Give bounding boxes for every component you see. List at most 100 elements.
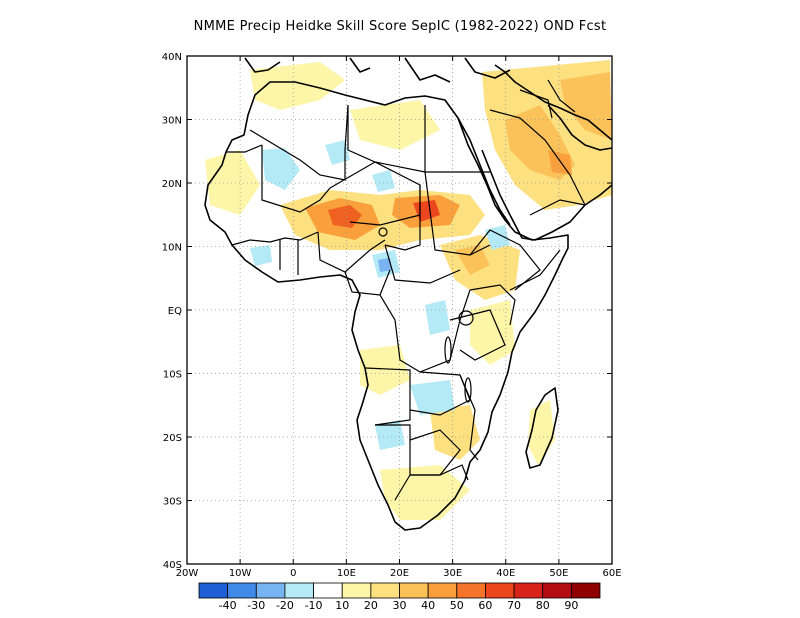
shade-sahara-neg	[262, 148, 300, 190]
colorbar-label: -30	[247, 599, 265, 612]
lat-tick-label: 40S	[163, 560, 182, 571]
colorbar-swatch	[284, 582, 314, 599]
lon-tick-label: 10E	[337, 568, 356, 579]
colorbar-swatch	[456, 582, 486, 599]
colorbar-label: 80	[536, 599, 550, 612]
madagascar-coastline	[525, 387, 559, 469]
border-namibia	[375, 424, 411, 501]
border-iran	[547, 79, 576, 113]
colorbar-label: 20	[364, 599, 378, 612]
lat-tick-label: 20S	[163, 433, 182, 444]
border-kenya	[469, 284, 516, 326]
colorbar-label: -20	[276, 599, 294, 612]
border-ghana	[279, 240, 299, 275]
colorbar-swatch	[485, 582, 515, 599]
country-borders	[226, 79, 586, 501]
lon-tick-label: 40E	[496, 568, 515, 579]
colorbar-swatch	[399, 582, 429, 599]
border-cameroon	[344, 269, 391, 296]
colorbar-label: 60	[478, 599, 492, 612]
colorbar-label: 70	[507, 599, 521, 612]
graticule	[187, 56, 612, 564]
lat-tick-label: EQ	[168, 306, 182, 317]
shade-ethiopia-core	[455, 245, 490, 275]
europe-coastline	[244, 57, 511, 83]
chart-title: NMME Precip Heidke Skill Score SepIC (19…	[193, 19, 607, 34]
lat-tick-label: 40N	[162, 52, 182, 63]
border-angola	[364, 367, 411, 426]
lon-tick-label: 20W	[176, 568, 199, 579]
lake-tanganyika	[444, 336, 452, 364]
lake-victoria	[458, 310, 474, 326]
lon-tick-label: 50E	[549, 568, 568, 579]
border-somalia	[509, 249, 561, 291]
axis-ticks: 20W 10W 0 10E 20E 30E 40E 50E 60E 40N 30N 20N 10N EQ 1…	[162, 52, 622, 579]
shade-congo	[360, 345, 410, 395]
africa-coastline	[204, 81, 569, 531]
colorbar-swatch	[427, 582, 458, 599]
shade-libya	[350, 100, 440, 150]
colorbar-label: -10	[305, 599, 323, 612]
border-car	[384, 244, 461, 284]
arabia-coastline	[481, 64, 612, 241]
shade-kenya	[470, 300, 515, 365]
colorbar-swatch	[341, 582, 372, 599]
border-sudan	[424, 171, 491, 256]
shade-west-coast	[205, 150, 260, 215]
lat-tick-label: 20N	[162, 179, 182, 190]
colorbar-label: 90	[564, 599, 578, 612]
lon-tick-label: 10W	[229, 568, 252, 579]
colorbar-swatch	[227, 582, 257, 599]
colorbar-label: 40	[421, 599, 435, 612]
border-yemen	[529, 199, 586, 216]
red-sea-west	[457, 117, 511, 226]
border-saudi	[489, 109, 586, 206]
shade-niger-neg	[372, 170, 395, 192]
lon-tick-label: 60E	[602, 568, 621, 579]
colorbar-label: 10	[335, 599, 349, 612]
shade-southern	[430, 405, 480, 460]
shade-liberia-neg	[250, 245, 272, 266]
persian-gulf-coast	[547, 104, 612, 151]
shade-namibia-neg	[375, 420, 405, 450]
lakes	[378, 227, 474, 403]
colorbar-label: 50	[450, 599, 464, 612]
lat-tick-label: 30S	[163, 497, 182, 508]
border-mali	[261, 145, 331, 213]
border-ethiopia	[469, 229, 541, 291]
colorbar-swatch	[198, 582, 229, 599]
colorbar-swatch	[513, 582, 544, 599]
shade-congo-neg	[425, 300, 450, 335]
colorbar-swatch	[255, 582, 286, 599]
colorbar-swatch	[370, 582, 400, 599]
lat-tick-label: 10N	[162, 243, 182, 254]
border-libya	[347, 105, 426, 173]
border-iraq	[519, 89, 553, 119]
colorbar: -40 -30 -20 -10 10 20 30 40 50 60 70 80 90	[198, 582, 601, 612]
lat-tick-label: 10S	[163, 370, 182, 381]
border-west-africa	[231, 231, 319, 246]
border-chad	[384, 185, 421, 251]
border-tanzania	[449, 309, 506, 361]
shade-maghreb	[250, 62, 345, 110]
shade-algeria-neg	[325, 140, 350, 165]
lon-tick-label: 20E	[390, 568, 409, 579]
lon-tick-label: 30E	[443, 568, 462, 579]
colorbar-swatch	[313, 582, 343, 599]
shade-iran	[560, 72, 612, 140]
colorbar-label: -40	[219, 599, 237, 612]
colorbar-swatch	[542, 582, 572, 599]
border-mauritania	[226, 144, 263, 153]
lake-chad	[378, 227, 388, 237]
coastlines	[204, 57, 612, 531]
border-south-africa	[410, 464, 469, 481]
lat-tick-label: 30N	[162, 116, 182, 127]
border-algeria	[249, 104, 349, 181]
lon-tick-label: 0	[290, 568, 296, 579]
lake-malawi	[464, 377, 472, 403]
colorbar-label: 30	[393, 599, 407, 612]
colorbar-swatch	[570, 582, 601, 599]
shade-zambia-neg	[410, 380, 455, 415]
shade-guinea-neg-core	[378, 258, 392, 272]
